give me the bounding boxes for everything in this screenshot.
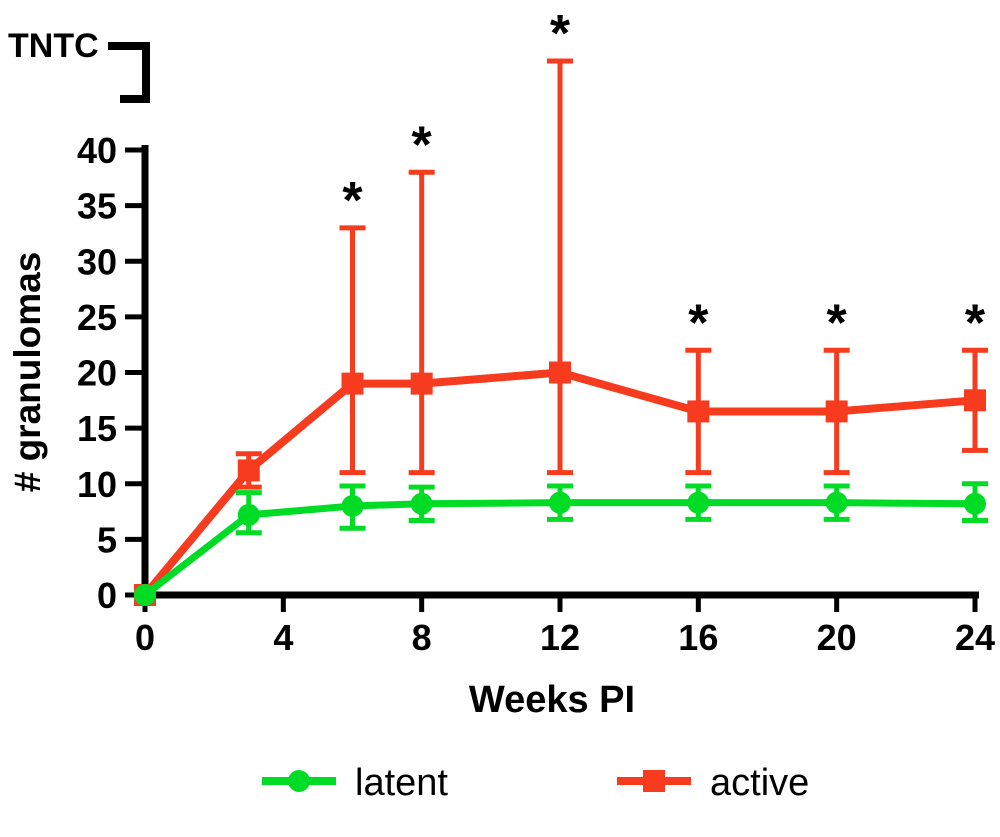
series-line xyxy=(141,368,976,598)
significance-layer: * * * * * * xyxy=(342,5,986,352)
y-tick-label: 20 xyxy=(77,353,117,394)
x-tick-label: 24 xyxy=(955,617,995,658)
data-point-circle xyxy=(410,492,433,515)
x-tick-label: 0 xyxy=(135,617,155,658)
data-point-circle xyxy=(964,492,986,515)
tntc-label: TNTC xyxy=(8,27,99,65)
y-tick-label: 5 xyxy=(97,519,117,560)
legend: latent active xyxy=(262,762,809,804)
significance-star: * xyxy=(965,294,986,352)
legend-latent-label: latent xyxy=(355,762,448,804)
y-tick-label: 30 xyxy=(77,241,117,282)
y-tick-label: 40 xyxy=(77,130,117,171)
data-point-square xyxy=(964,389,986,412)
data-point-circle xyxy=(825,491,848,514)
axis-break-bracket xyxy=(108,42,150,103)
significance-star: * xyxy=(550,5,571,63)
axes: 0 5 10 15 20 25 30 35 40 0 4 8 12 16 20 24 xyxy=(77,130,995,658)
data-point-square xyxy=(341,372,364,395)
y-tick-label: 0 xyxy=(97,575,117,616)
data-point-circle xyxy=(134,584,156,606)
significance-star: * xyxy=(412,116,433,174)
y-axis-label: # granulomas xyxy=(7,252,48,493)
significance-star: * xyxy=(688,294,709,352)
x-tick-label: 12 xyxy=(540,617,580,658)
data-point-square xyxy=(825,400,848,423)
data-point-circle xyxy=(687,491,710,514)
legend-active-label: active xyxy=(710,762,809,804)
y-tick-label: 35 xyxy=(77,186,117,227)
data-point-square xyxy=(237,459,260,482)
legend-active-marker xyxy=(643,770,665,792)
significance-star: * xyxy=(342,172,363,230)
x-tick-label: 8 xyxy=(412,617,432,658)
data-point-circle xyxy=(237,503,260,526)
significance-star: * xyxy=(827,294,848,352)
x-tick-label: 20 xyxy=(817,617,857,658)
x-axis-label: Weeks PI xyxy=(469,679,635,721)
data-point-circle xyxy=(341,495,364,517)
y-tick-label: 15 xyxy=(77,408,117,449)
x-tick-label: 4 xyxy=(273,617,293,658)
data-point-square xyxy=(410,372,433,395)
x-tick-label: 16 xyxy=(678,617,718,658)
data-point-square xyxy=(687,400,710,423)
data-point-square xyxy=(549,361,571,384)
legend-latent-marker xyxy=(288,770,310,792)
series-layer xyxy=(134,58,988,606)
data-point-circle xyxy=(549,491,571,514)
series-latent xyxy=(134,481,988,606)
series-line xyxy=(142,499,976,598)
y-tick-label: 25 xyxy=(77,297,117,338)
y-tick-label: 10 xyxy=(77,464,117,505)
series-active xyxy=(134,58,988,606)
